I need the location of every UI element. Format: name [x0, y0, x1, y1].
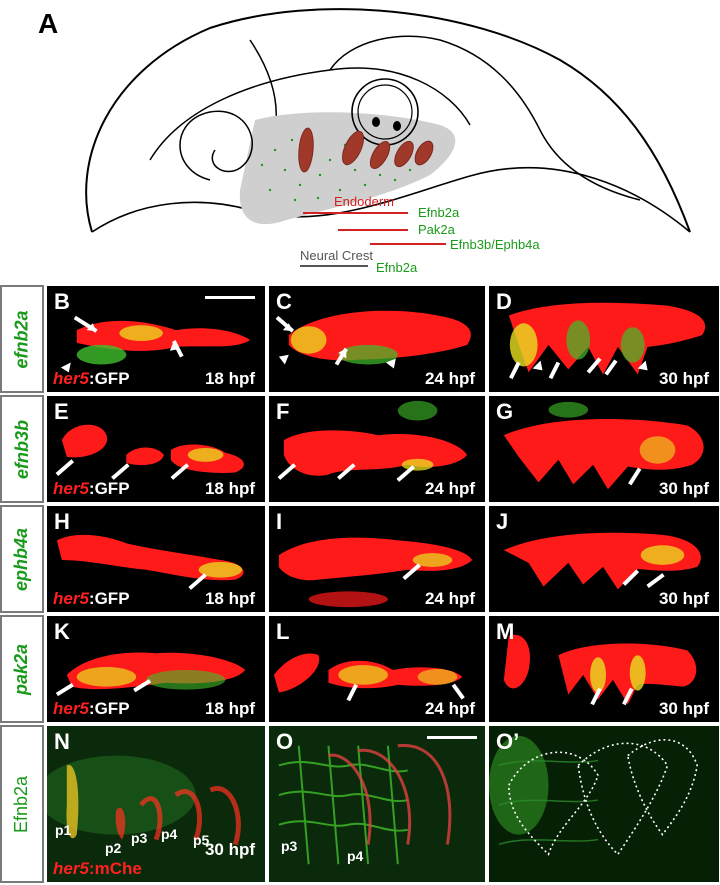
row-label-efnb2a-protein: Efnb2a: [0, 725, 44, 883]
panel-f: F 24 hpf: [268, 395, 486, 503]
transgene-label: her5:GFP: [53, 369, 130, 388]
panel-letter: B: [54, 289, 70, 314]
panel-letter: O’: [496, 729, 520, 754]
otolith: [372, 117, 380, 127]
panel-letter: O: [276, 729, 294, 754]
panel-o: O p3 p4: [268, 725, 486, 883]
panel-k: K her5:GFP 18 hpf: [46, 615, 266, 723]
stage-label: 24 hpf: [424, 369, 475, 388]
arch-label: p1: [55, 822, 72, 838]
panel-l: L 24 hpf: [268, 615, 486, 723]
transgene-label: her5:GFP: [53, 699, 130, 718]
arch-label: p5: [193, 832, 210, 848]
arch-label: p3: [131, 830, 148, 846]
endodermal-pouches: [298, 127, 434, 173]
panel-letter: I: [276, 509, 283, 534]
panel-letter: E: [54, 399, 69, 424]
panel-n: N p1 p2 p3 p4 p5 her5:mChe 30 hpf: [46, 725, 266, 883]
row-label-efnb2a: efnb2a: [0, 285, 44, 393]
yolk-outline: [91, 167, 691, 233]
stage-label: 30 hpf: [658, 699, 709, 718]
transgene-label: her5:GFP: [53, 589, 130, 608]
panel-letter: K: [54, 619, 70, 644]
scale-bar: [205, 296, 255, 299]
transgene-label: her5:mChe: [53, 859, 142, 878]
panel-letter: D: [496, 289, 512, 314]
panel-letter: F: [276, 399, 290, 424]
legend-neural-crest: Neural Crest: [300, 248, 373, 263]
legend-efnb3b-ephb4a: Efnb3b/Ephb4a: [450, 237, 540, 252]
scale-bar: [427, 736, 477, 739]
panel-letter: J: [496, 509, 509, 534]
legend-efnb2a: Efnb2a: [418, 205, 460, 220]
stage-label: 30 hpf: [658, 369, 709, 388]
panel-h: H her5:GFP 18 hpf: [46, 505, 266, 613]
panel-a-schematic: A Endoderm Efnb2a Pak2a Efnb3b/Ephb4a Ne…: [0, 0, 720, 282]
stage-label: 30 hpf: [658, 479, 709, 498]
stage-label: 24 hpf: [424, 479, 475, 498]
arch-label: p3: [281, 838, 298, 854]
panel-letter: G: [496, 399, 514, 424]
panel-e: E her5:GFP 18 hpf: [46, 395, 266, 503]
eye-outline: [179, 110, 253, 181]
panel-m: M 30 hpf: [488, 615, 720, 723]
panel-letter-a: A: [38, 8, 59, 39]
panel-letter: H: [54, 509, 70, 534]
panel-o-prime: O’: [488, 725, 720, 883]
panel-letter: N: [54, 729, 70, 754]
panel-d: D 30 hpf: [488, 285, 720, 393]
arch-label: p4: [347, 848, 364, 864]
stage-label: 18 hpf: [204, 479, 255, 498]
panel-c: C 24 hpf: [268, 285, 486, 393]
stage-label: 18 hpf: [204, 589, 255, 608]
panel-b: B her5:GFP 18 hpf: [46, 285, 266, 393]
stage-label: 18 hpf: [204, 369, 255, 388]
embryo-diagram: [85, 8, 691, 267]
panel-i: I 24 hpf: [268, 505, 486, 613]
brain-line: [149, 67, 471, 161]
head-outline: [85, 8, 691, 233]
panel-letter: C: [276, 289, 292, 314]
stage-label: 30 hpf: [204, 840, 255, 859]
legend-nc-efnb2a: Efnb2a: [376, 260, 418, 275]
hindbrain-line: [329, 35, 641, 201]
row-label-efnb3b: efnb3b: [0, 395, 44, 503]
panel-letter: L: [276, 619, 290, 644]
stage-label: 18 hpf: [204, 699, 255, 718]
row-label-ephb4a: ephb4a: [0, 505, 44, 613]
panel-g: G 30 hpf: [488, 395, 720, 503]
legend-pak2a: Pak2a: [418, 222, 455, 237]
legend-endoderm: Endoderm: [334, 194, 394, 209]
stage-label: 24 hpf: [424, 699, 475, 718]
otolith: [393, 121, 401, 131]
arch-label: p2: [105, 840, 122, 856]
stage-label: 30 hpf: [658, 589, 709, 608]
panel-letter: M: [496, 619, 515, 644]
transgene-label: her5:GFP: [53, 479, 130, 498]
arch-label: p4: [161, 826, 178, 842]
row-label-pak2a: pak2a: [0, 615, 44, 723]
stage-label: 24 hpf: [424, 589, 475, 608]
panel-j: J 30 hpf: [488, 505, 720, 613]
